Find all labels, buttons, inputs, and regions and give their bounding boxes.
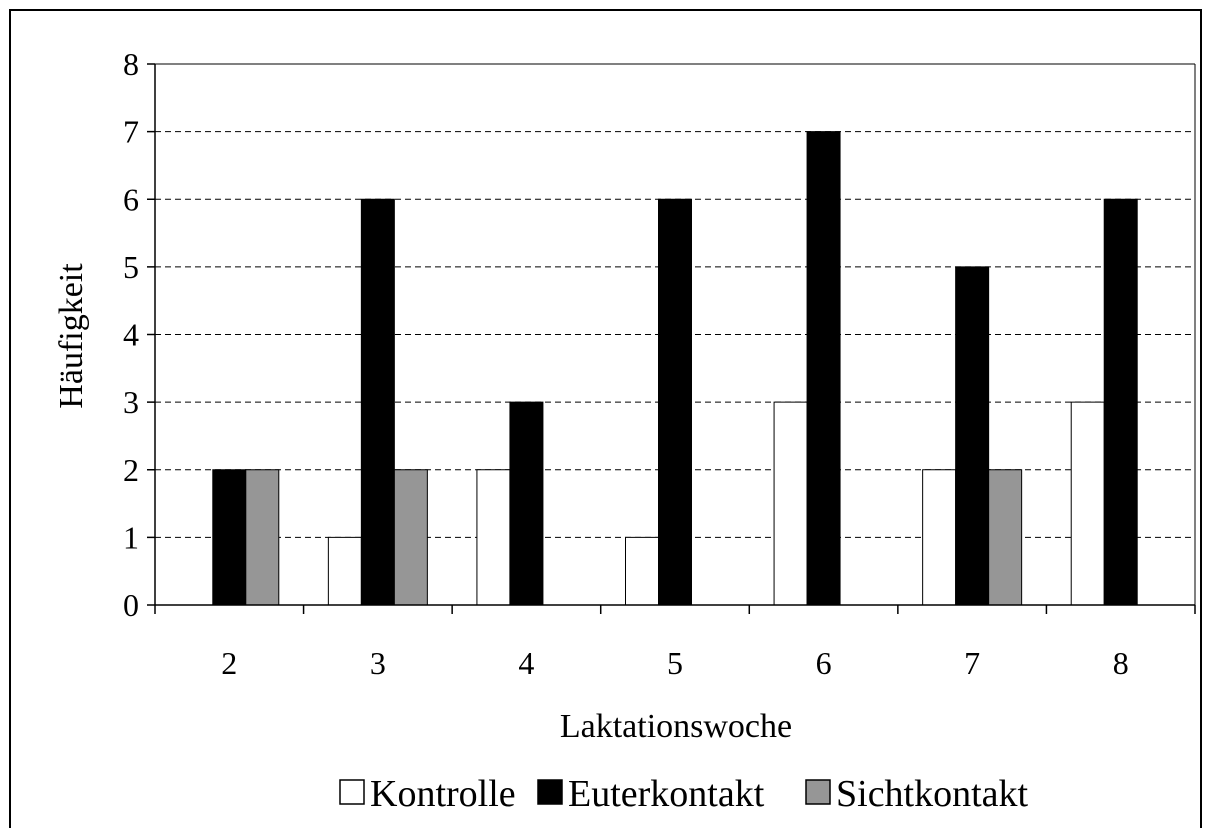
x-tick-label-8: 8 xyxy=(1113,645,1129,681)
x-tick-label-5: 5 xyxy=(667,645,683,681)
y-tick-label-4: 4 xyxy=(123,317,139,353)
legend-item-sichtkontakt: Sichtkontakt xyxy=(805,773,1029,815)
y-tick-label-8: 8 xyxy=(123,46,139,82)
legend: Kontrolle Euterkontakt Sichtkontakt xyxy=(339,773,1029,815)
legend-label-euterkontakt: Euterkontakt xyxy=(568,773,765,815)
legend-item-kontrolle: Kontrolle xyxy=(339,773,516,815)
bar-kontrolle-3 xyxy=(327,536,362,606)
bar-sichtkontakt-3 xyxy=(393,469,428,606)
legend-label-sichtkontakt: Sichtkontakt xyxy=(836,773,1029,815)
x-tick-label-3: 3 xyxy=(370,645,386,681)
y-tick-label-6: 6 xyxy=(123,181,139,217)
x-tick-label-2: 2 xyxy=(221,645,237,681)
bar-kontrolle-5 xyxy=(625,536,659,606)
chart-border xyxy=(9,9,1202,828)
bar-euterkontakt-7 xyxy=(955,266,990,606)
bar-euterkontakt-6 xyxy=(806,131,841,606)
bar-euterkontakt-4 xyxy=(509,401,544,606)
bar-kontrolle-6 xyxy=(773,401,808,606)
axes: 0 1 2 3 4 5 6 7 8 2 3 4 5 6 7 8 xyxy=(123,46,1196,681)
y-tick-label-0: 0 xyxy=(123,587,139,623)
bar-euterkontakt-3 xyxy=(360,198,395,606)
y-axis-label: Häufigkeit xyxy=(53,263,90,409)
x-tick-label-6: 6 xyxy=(816,645,832,681)
bar-euterkontakt-2 xyxy=(212,469,247,606)
y-tick-label-1: 1 xyxy=(123,519,139,555)
x-tick-label-4: 4 xyxy=(518,645,534,681)
y-tick-label-7: 7 xyxy=(123,114,139,150)
legend-swatch-sichtkontakt xyxy=(805,779,831,805)
x-tick-label-7: 7 xyxy=(964,645,980,681)
legend-label-kontrolle: Kontrolle xyxy=(370,773,516,815)
legend-swatch-kontrolle xyxy=(339,779,365,805)
bar-kontrolle-4 xyxy=(476,469,511,606)
bar-sichtkontakt-7 xyxy=(988,469,1023,606)
y-tick-label-2: 2 xyxy=(123,452,139,488)
y-tick-label-3: 3 xyxy=(123,384,139,420)
y-tick-label-5: 5 xyxy=(123,249,139,285)
x-axis-label: Laktationswoche xyxy=(560,708,792,745)
bar-kontrolle-8 xyxy=(1070,401,1105,606)
bar-kontrolle-7 xyxy=(922,469,957,606)
bars xyxy=(212,131,1138,606)
bar-euterkontakt-8 xyxy=(1103,198,1138,606)
legend-item-euterkontakt: Euterkontakt xyxy=(537,773,765,815)
bar-sichtkontakt-2 xyxy=(245,469,280,606)
legend-swatch-euterkontakt xyxy=(537,779,563,805)
bar-euterkontakt-5 xyxy=(658,198,692,606)
